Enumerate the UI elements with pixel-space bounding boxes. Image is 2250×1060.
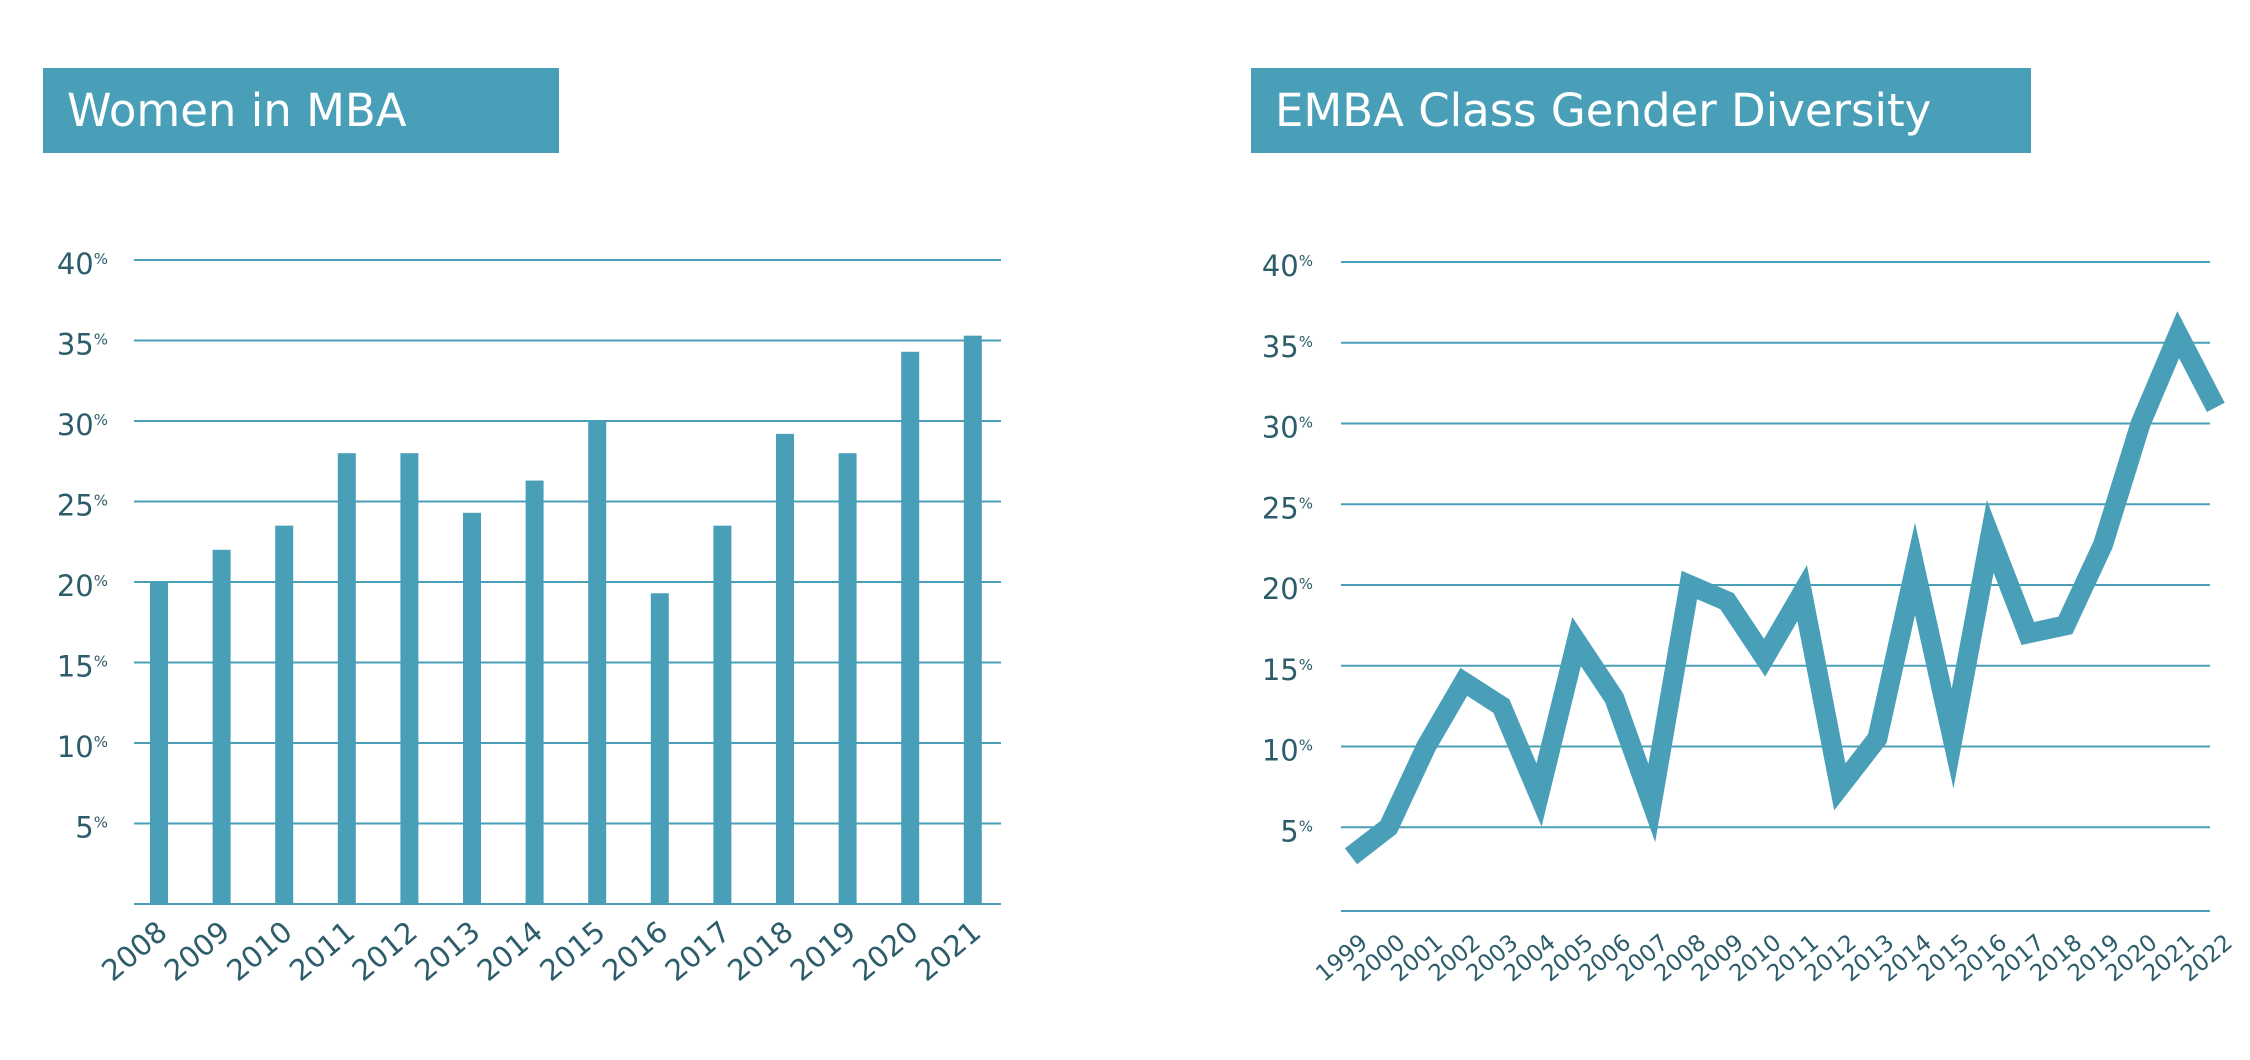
y-tick-label: 35% <box>1262 330 1313 364</box>
y-tick-number: 15 <box>1262 653 1299 687</box>
x-tick-label: 2015 <box>533 914 611 987</box>
x-tick-label: 2019 <box>784 914 862 987</box>
y-tick-unit: % <box>94 411 108 429</box>
bar-2015 <box>588 421 607 904</box>
y-tick-unit: % <box>1299 494 1313 512</box>
y-tick-number: 25 <box>57 489 94 523</box>
y-tick-number: 40 <box>57 247 94 281</box>
x-tick-label: 2012 <box>346 914 424 987</box>
bar-2013 <box>463 512 481 904</box>
y-tick-label: 15% <box>57 650 108 684</box>
bar-2021 <box>963 335 982 904</box>
bar-2012 <box>400 453 419 904</box>
y-tick-label: 10% <box>1262 734 1313 768</box>
y-tick-number: 30 <box>57 408 94 442</box>
y-tick-number: 25 <box>1262 491 1299 525</box>
y-tick-unit: % <box>1299 333 1313 351</box>
y-tick-label: 30% <box>57 408 108 442</box>
y-tick-label: 30% <box>1262 411 1313 445</box>
x-tick-label: 2021 <box>909 914 987 987</box>
y-tick-number: 5 <box>75 811 93 845</box>
bar-2019 <box>838 453 857 904</box>
y-tick-label: 15% <box>1262 653 1313 687</box>
y-tick-number: 35 <box>57 328 94 362</box>
bar-2008 <box>150 582 168 904</box>
y-tick-label: 10% <box>57 730 108 764</box>
y-tick-number: 5 <box>1280 814 1298 848</box>
y-tick-label: 20% <box>1262 572 1313 606</box>
y-tick-number: 35 <box>1262 330 1299 364</box>
y-tick-unit: % <box>1299 252 1313 270</box>
x-tick-label: 2013 <box>408 914 486 987</box>
bar-2014 <box>525 480 544 904</box>
y-tick-label: 25% <box>57 489 108 523</box>
bar-2018 <box>776 433 794 904</box>
x-tick-label: 2009 <box>158 914 236 987</box>
y-tick-label: 35% <box>57 328 108 362</box>
y-tick-label: 20% <box>57 569 108 603</box>
y-tick-label: 40% <box>57 247 108 281</box>
y-tick-number: 20 <box>1262 572 1299 606</box>
y-tick-label: 40% <box>1262 249 1313 283</box>
bar-2020 <box>901 351 920 904</box>
y-tick-number: 10 <box>57 730 94 764</box>
x-tick-label: 2018 <box>721 914 799 987</box>
x-tick-label: 2010 <box>220 914 298 987</box>
y-tick-unit: % <box>94 653 108 671</box>
bar-2010 <box>275 525 294 904</box>
bar-2011 <box>337 453 356 904</box>
line-chart-title: EMBA Class Gender Diversity (%) <box>1251 68 2031 222</box>
x-tick-label: 2011 <box>283 914 361 987</box>
y-tick-unit: % <box>94 733 108 751</box>
y-tick-unit: % <box>1299 817 1313 835</box>
bar-2009 <box>212 549 231 904</box>
y-tick-label: 5% <box>1280 814 1313 848</box>
y-tick-unit: % <box>1299 656 1313 674</box>
y-tick-label: 25% <box>1262 491 1313 525</box>
y-tick-label: 5% <box>75 811 108 845</box>
y-tick-unit: % <box>94 492 108 510</box>
bar-2016 <box>650 593 669 904</box>
y-tick-unit: % <box>1299 737 1313 755</box>
bar-chart-title: Women in MBA Class <box>43 68 559 222</box>
y-tick-unit: % <box>94 814 108 832</box>
y-tick-number: 20 <box>57 569 94 603</box>
y-tick-number: 15 <box>57 650 94 684</box>
y-tick-unit: % <box>94 250 108 268</box>
y-tick-unit: % <box>94 331 108 349</box>
bar-2017 <box>713 525 732 904</box>
series-line <box>1344 311 2225 865</box>
y-tick-unit: % <box>1299 414 1313 432</box>
y-tick-unit: % <box>1299 575 1313 593</box>
x-tick-label: 2016 <box>596 914 674 987</box>
x-tick-label: 2008 <box>95 914 173 987</box>
x-tick-label: 2014 <box>471 914 549 987</box>
x-tick-label: 2020 <box>846 914 924 987</box>
y-tick-number: 10 <box>1262 734 1299 768</box>
y-tick-unit: % <box>94 572 108 590</box>
y-tick-number: 30 <box>1262 411 1299 445</box>
y-tick-number: 40 <box>1262 249 1299 283</box>
x-tick-label: 2017 <box>659 914 737 987</box>
